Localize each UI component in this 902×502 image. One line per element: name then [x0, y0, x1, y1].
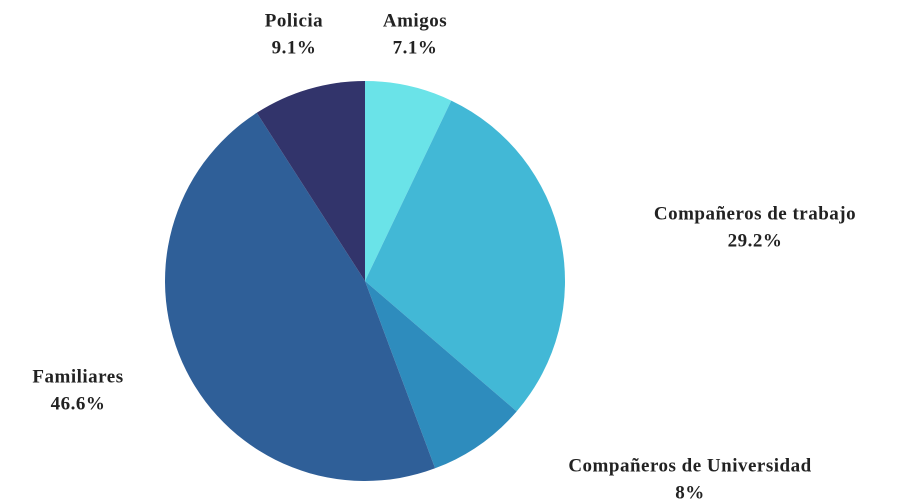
slice-label: Familiares: [32, 366, 123, 387]
slice-value: 7.1%: [393, 37, 438, 58]
pie-slice: [365, 100, 565, 412]
slice-value: 8%: [675, 482, 705, 502]
slice-value: 29.2%: [728, 230, 783, 251]
slice-label: Compañeros de Universidad: [568, 455, 811, 476]
slice-label: Amigos: [383, 10, 447, 31]
slice-label: Compañeros de trabajo: [654, 203, 856, 224]
slice-label: Policia: [265, 10, 323, 31]
pie-slice: [165, 112, 436, 481]
pie-slice: [365, 81, 452, 281]
slice-value: 9.1%: [272, 37, 317, 58]
slice-value: 46.6%: [51, 393, 106, 414]
pie-slice: [256, 81, 365, 281]
pie-slice: [365, 281, 517, 469]
